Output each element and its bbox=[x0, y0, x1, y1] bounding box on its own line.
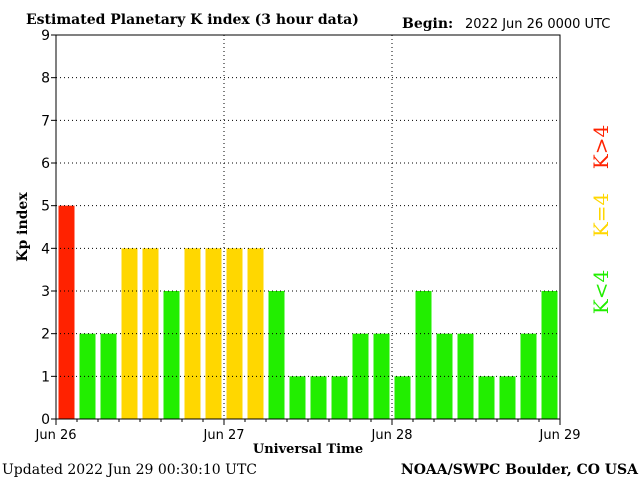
bars-group bbox=[58, 205, 558, 419]
x-tick-label: Jun 29 bbox=[539, 428, 581, 443]
kp-bar bbox=[331, 376, 348, 419]
kp-bar bbox=[163, 291, 180, 419]
begin-label: Begin: bbox=[402, 16, 453, 32]
y-tick-label: 8 bbox=[41, 71, 50, 87]
y-tick-label: 5 bbox=[41, 199, 50, 215]
x-axis: Jun 26 Jun 27 Jun 28 Jun 29 bbox=[35, 419, 581, 443]
x-tick-label: Jun 26 bbox=[35, 428, 77, 443]
y-tick-label: 9 bbox=[41, 28, 50, 44]
kp-bar bbox=[289, 376, 306, 419]
legend-item-k-greater-4: K>4 bbox=[589, 125, 613, 169]
kp-bar bbox=[79, 333, 96, 419]
y-tick-label: 2 bbox=[41, 327, 50, 343]
kp-bar bbox=[247, 248, 264, 419]
legend-item-k-less-4: K<4 bbox=[589, 270, 613, 314]
x-axis-label: Universal Time bbox=[253, 442, 363, 457]
kp-bar bbox=[121, 248, 138, 419]
y-axis: 0 1 2 3 4 5 6 7 8 9 bbox=[41, 28, 56, 428]
kp-bar bbox=[541, 291, 558, 419]
updated-timestamp: Updated 2022 Jun 29 00:30:10 UTC bbox=[2, 462, 257, 478]
kp-bar bbox=[310, 376, 327, 419]
chart-title: Estimated Planetary K index (3 hour data… bbox=[26, 12, 359, 28]
x-tick-label: Jun 28 bbox=[371, 428, 413, 443]
grid-lines bbox=[56, 35, 560, 419]
kp-bar bbox=[373, 333, 390, 419]
y-tick-label: 7 bbox=[41, 113, 50, 129]
kp-bar bbox=[142, 248, 159, 419]
y-tick-label: 6 bbox=[41, 156, 50, 172]
kp-bar bbox=[394, 376, 411, 419]
legend-item-k-equal-4: K=4 bbox=[589, 193, 613, 237]
y-axis-label: Kp index bbox=[15, 192, 31, 262]
kp-bar bbox=[205, 248, 222, 419]
y-tick-label: 3 bbox=[41, 284, 50, 300]
source-credit: NOAA/SWPC Boulder, CO USA bbox=[401, 462, 639, 478]
y-tick-label: 1 bbox=[41, 369, 50, 385]
y-tick-label: 4 bbox=[41, 241, 50, 257]
x-tick-label: Jun 27 bbox=[203, 428, 245, 443]
kp-bar bbox=[457, 333, 474, 419]
kp-bar bbox=[226, 248, 243, 419]
kp-bar bbox=[415, 291, 432, 419]
y-tick-label: 0 bbox=[41, 412, 50, 428]
kp-bar bbox=[268, 291, 285, 419]
begin-value: 2022 Jun 26 0000 UTC bbox=[465, 17, 610, 32]
kp-bar bbox=[58, 205, 75, 419]
legend: K<4 K=4 K>4 bbox=[589, 125, 613, 314]
kp-bar bbox=[499, 376, 516, 419]
kp-bar bbox=[478, 376, 495, 419]
